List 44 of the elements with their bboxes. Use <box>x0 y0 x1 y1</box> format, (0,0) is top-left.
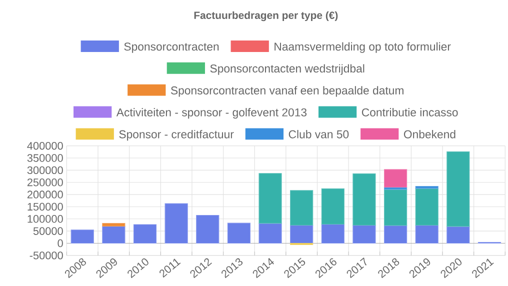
bar <box>415 186 438 189</box>
y-tick-label: 250000 <box>27 178 63 186</box>
bar <box>321 188 344 225</box>
bar <box>70 230 94 244</box>
legend-label: Sponsor - creditfactuur <box>119 130 234 141</box>
y-tick-label: 150000 <box>28 202 63 211</box>
bar <box>384 186 408 190</box>
y-tick-label: 0 <box>58 239 63 248</box>
legend-label: Naamsvermelding op toto formulier <box>274 42 451 53</box>
bar <box>384 189 408 226</box>
bar <box>227 222 251 244</box>
bar <box>415 224 438 244</box>
y-tick-label: -50000 <box>30 252 63 260</box>
legend-label: Sponsorcontracten vanaf een bepaalde datum <box>170 86 404 97</box>
y-tick-label: 100000 <box>28 215 63 223</box>
legend-label: Club van 50 <box>288 130 349 138</box>
bar <box>321 224 344 244</box>
y-tick-label: 400000 <box>27 142 63 150</box>
bar <box>352 224 376 244</box>
bar <box>352 173 376 226</box>
bar <box>446 226 470 244</box>
bar <box>384 225 408 244</box>
chart-title: Factuurbedragen per type (€) <box>194 11 338 22</box>
legend-label: Sponsorcontacten wedstrijdbal <box>210 64 364 75</box>
bar <box>290 224 314 244</box>
y-tick-label: 350000 <box>27 154 63 162</box>
bar <box>290 190 314 226</box>
bar <box>196 214 220 244</box>
y-tick-label: 200000 <box>27 190 63 198</box>
legend-label: Activiteiten - sponsor - golfevent 2013 <box>116 108 307 119</box>
bar <box>164 203 188 244</box>
bar <box>384 169 408 188</box>
bar <box>258 223 282 244</box>
legend-label: Sponsorcontracten <box>124 42 219 53</box>
legend-label: Onbekend <box>404 130 456 138</box>
bar <box>258 173 282 224</box>
bar <box>446 151 470 227</box>
bar <box>102 223 126 227</box>
bar <box>133 224 157 244</box>
legend-label: Contributie incasso <box>362 108 458 116</box>
bar <box>415 188 438 226</box>
y-tick-label: 300000 <box>27 166 63 174</box>
bar <box>102 226 126 244</box>
y-tick-label: 50000 <box>33 227 63 235</box>
